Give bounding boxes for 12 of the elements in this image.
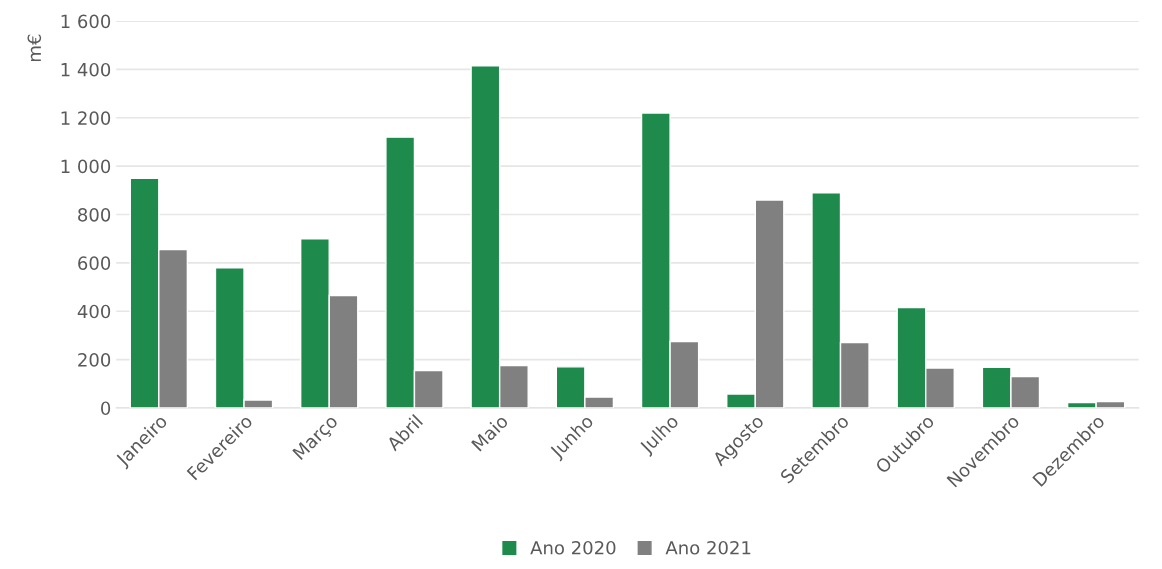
- legend-label: Ano 2020: [530, 540, 616, 555]
- y-tick-label: 1 400: [61, 62, 111, 77]
- y-tick-label: 1 600: [61, 14, 111, 29]
- y-tick-label: 800: [78, 207, 111, 222]
- y-tick-label: 0: [101, 401, 111, 416]
- y-tick-label: 1 200: [61, 111, 111, 125]
- y-tick-label: 600: [78, 256, 111, 270]
- legend-label: Ano 2021: [665, 540, 751, 555]
- y-tick-label: 1 000: [61, 159, 111, 174]
- y-tick-label: 400: [77, 304, 111, 319]
- y-axis-title: m€: [27, 34, 42, 62]
- y-tick-label: 200: [78, 353, 111, 367]
